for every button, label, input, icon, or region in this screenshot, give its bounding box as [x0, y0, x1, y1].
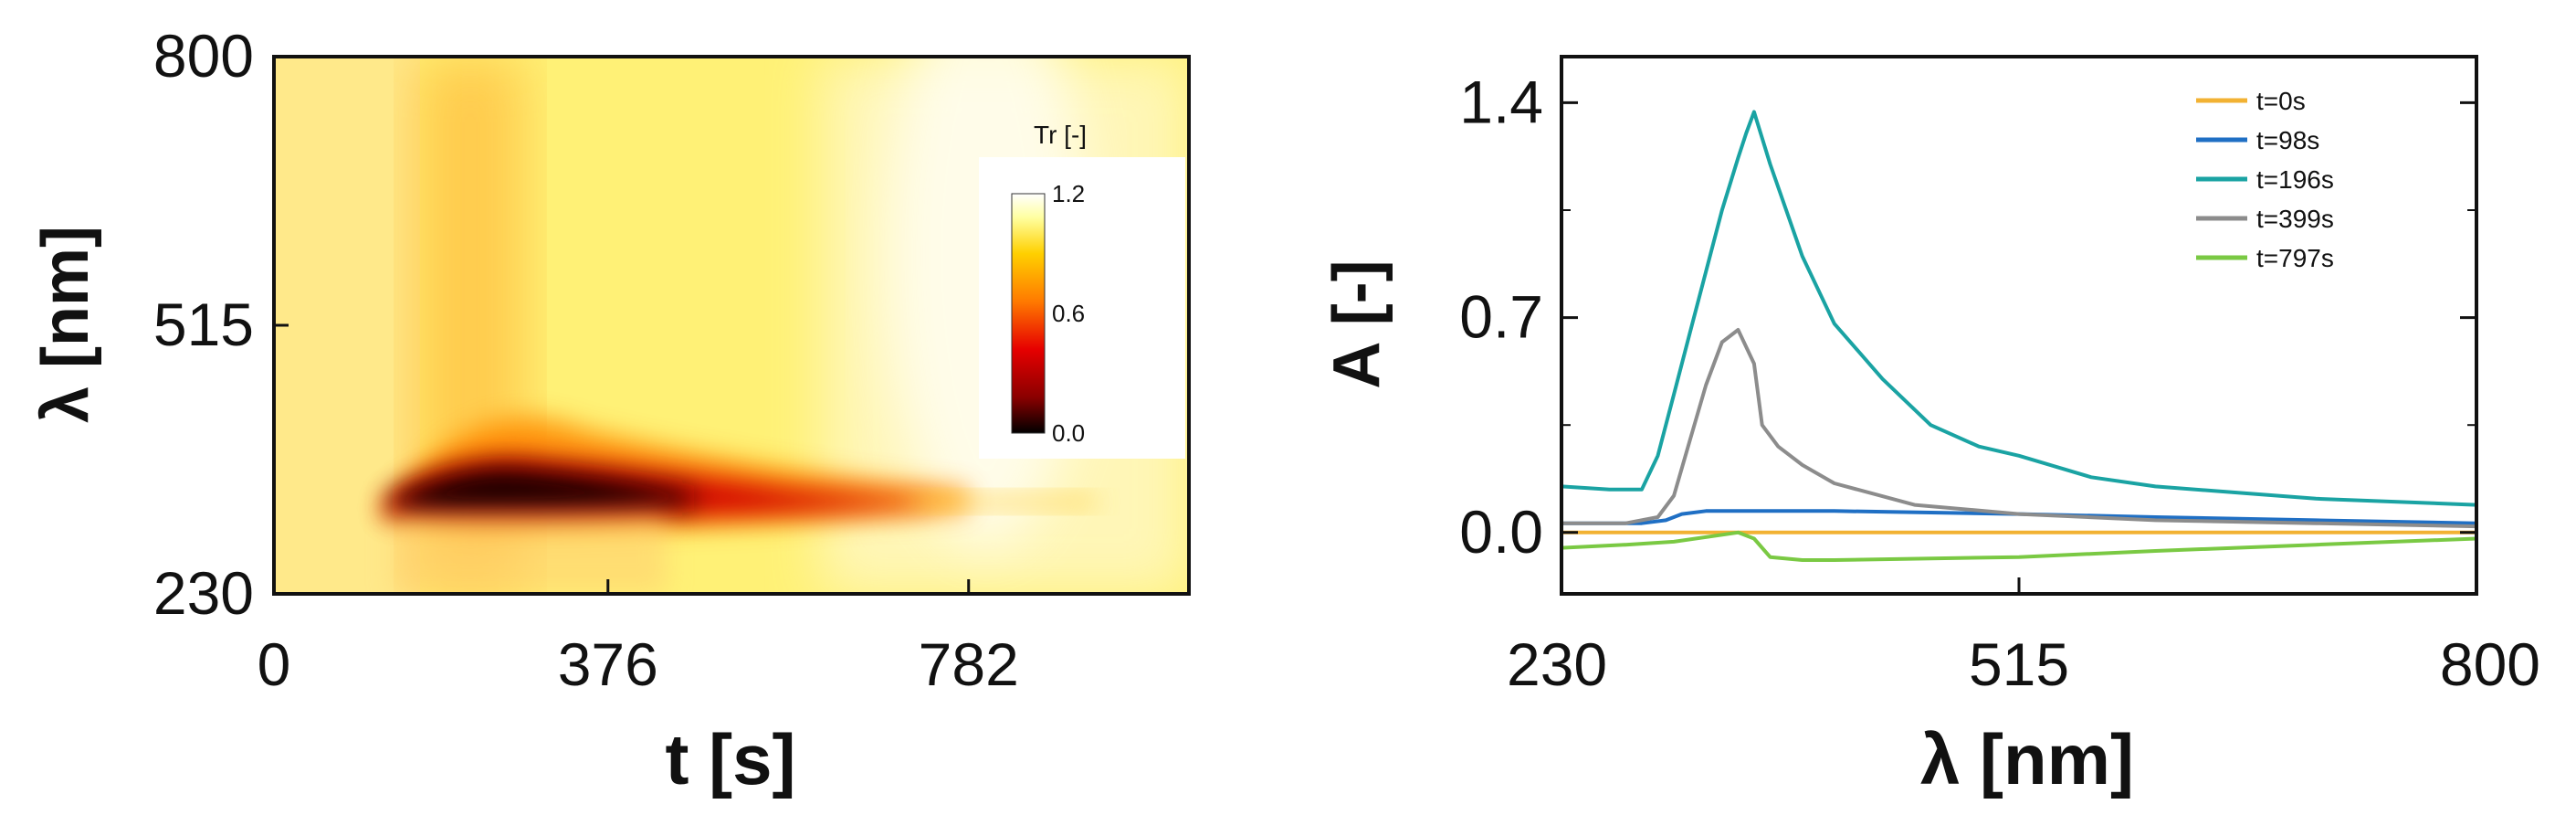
colorbar-tick-label: 0.6 [1052, 300, 1085, 327]
heatmap-band-tail [913, 495, 1096, 508]
line-chart-y-tick-label: 0.0 [1459, 498, 1543, 566]
series-line [1561, 110, 2476, 507]
line-chart-x-tick-label: 515 [1969, 630, 2069, 698]
colorbar-tick-label: 1.2 [1052, 180, 1085, 207]
line-series-group [1561, 110, 2476, 562]
heatmap-y-tick-label: 800 [153, 22, 254, 90]
legend-label: t=399s [2256, 205, 2334, 233]
heatmap-x-axis-label: t [s] [666, 719, 796, 799]
heatmap-y-tick-label: 230 [153, 559, 254, 627]
colorbar-ticks: 1.2 0.6 0.0 [1052, 180, 1085, 447]
line-chart-y-tick-label: 0.7 [1459, 283, 1543, 351]
colorbar-gradient [1011, 193, 1046, 434]
legend-label: t=98s [2256, 126, 2319, 154]
heatmap-x-axis: 0 376 782 [258, 579, 1019, 698]
heatmap-x-tick-label: 782 [919, 630, 1019, 698]
legend-label: t=0s [2256, 87, 2306, 115]
heatmap-y-axis: 230 515 800 [153, 22, 289, 627]
heatmap-x-tick-label: 0 [258, 630, 291, 698]
colorbar-tick-label: 0.0 [1052, 419, 1085, 447]
legend: t=0s t=98s t=196s t=399s t=797s [2196, 87, 2334, 272]
series-line [1561, 328, 2476, 529]
heatmap-y-tick-label: 515 [153, 291, 254, 358]
heatmap-band-minimum [393, 467, 694, 512]
line-chart-x-axis-label: λ [nm] [1920, 719, 2134, 799]
line-chart-x-tick-label: 800 [2440, 630, 2540, 698]
line-chart-x-tick-label: 230 [1507, 630, 1607, 698]
colorbar-title: Tr [-] [1034, 121, 1087, 149]
line-chart-y-axis-label: A [-] [1320, 259, 1393, 388]
line-chart-x-axis: 230 515 800 [1507, 577, 2540, 698]
line-chart-y-tick-label: 1.4 [1459, 68, 1543, 135]
line-chart-panel: 230 515 800 0.0 0.7 1.4 t=0s t=98s t=196s t=399… [1320, 55, 2540, 799]
heatmap-lower-shade [393, 516, 667, 594]
legend-label: t=797s [2256, 244, 2334, 272]
heatmap-y-axis-label: λ [nm] [29, 226, 102, 423]
legend-label: t=196s [2256, 165, 2334, 194]
series-line [1561, 530, 2476, 562]
series-line [1561, 509, 2476, 525]
heatmap-x-tick-label: 376 [558, 630, 658, 698]
heatmap-panel: Tr [-] 1.2 0.6 0.0 0 376 782 230 515 800 t [s]… [29, 22, 1191, 799]
line-chart-y-axis: 0.0 0.7 1.4 [1459, 68, 2476, 566]
